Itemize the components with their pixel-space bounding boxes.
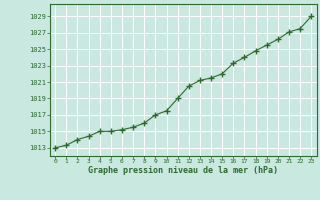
X-axis label: Graphe pression niveau de la mer (hPa): Graphe pression niveau de la mer (hPa) xyxy=(88,166,278,175)
